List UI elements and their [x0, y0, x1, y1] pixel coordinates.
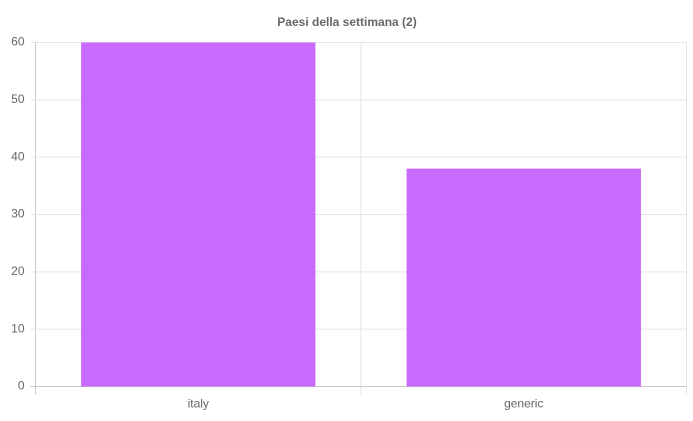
- bar: [81, 42, 316, 387]
- y-tick-label: 0: [18, 379, 25, 393]
- y-tick-label: 30: [11, 207, 25, 221]
- y-tick-label: 50: [11, 92, 25, 106]
- y-tick-label: 20: [11, 264, 25, 278]
- bar: [406, 168, 641, 387]
- y-tick-label: 60: [11, 35, 25, 49]
- x-tick-label: italy: [188, 397, 209, 411]
- chart-title: Paesi della settimana (2): [277, 15, 416, 29]
- y-tick-label: 10: [11, 321, 25, 335]
- y-tick-label: 40: [11, 149, 25, 163]
- x-tick-label: generic: [504, 397, 543, 411]
